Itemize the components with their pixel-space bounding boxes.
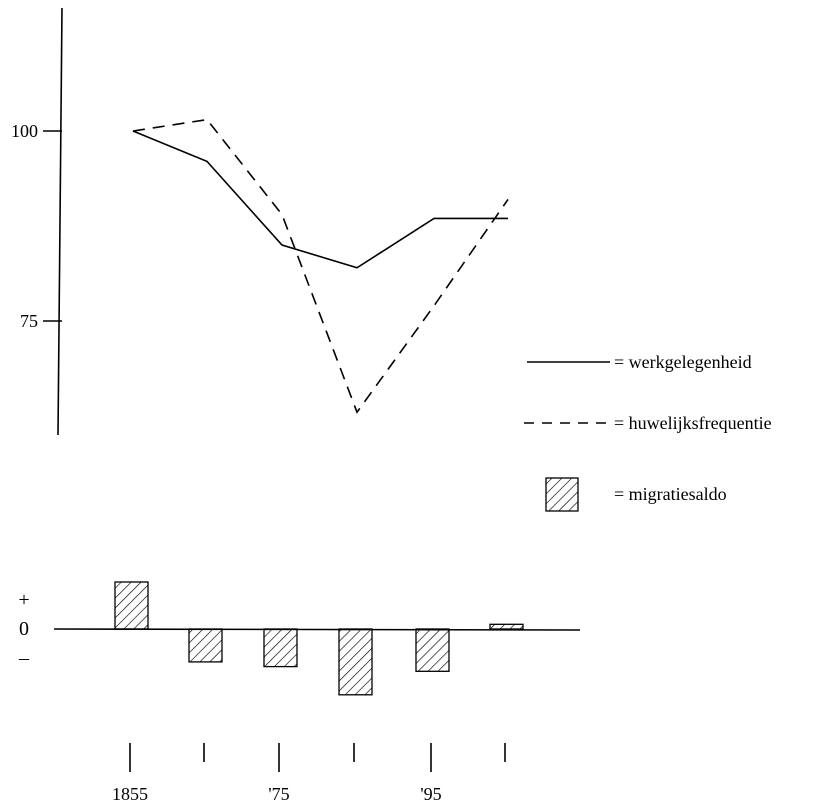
legend-label-migratiesaldo: = migratiesaldo [614,484,727,504]
bar-y-label-1: 0 [19,618,29,640]
bar-y-label-0: + [18,589,29,611]
y-tick-label-0: 100 [11,121,38,141]
legend-label-werkgelegenheid: = werkgelegenheid [614,352,752,372]
bar-y-label-2: – [18,647,30,669]
legend-item-werkgelegenheid: = werkgelegenheid [527,352,752,372]
bar-y-labels: +0 – [18,589,30,669]
x-ticks: 1855 '75 '95 [112,743,506,804]
legend-label-huwelijksfrequentie: = huwelijksfrequentie [614,413,772,433]
zero-baseline [53,628,581,631]
y-ticks: 100 75 [11,121,62,331]
bars [114,581,524,696]
y-axis [57,7,63,436]
x-tick-label-2: '75 [268,784,289,804]
series-lines [132,118,509,414]
y-tick-label-1: 75 [20,311,38,331]
legend: = werkgelegenheid = huwelijksfrequentie … [524,352,772,512]
bar-chart: +0 – 1855 '75 '95 [18,581,581,804]
bar-1855 [114,581,149,630]
line-chart: 100 75 [11,7,509,436]
bar-1905 [489,623,524,630]
x-tick-label-0: 1855 [112,784,148,804]
bar-1865 [188,628,223,663]
legend-swatch-hatched [545,477,579,512]
bar-1895 [415,628,450,672]
series-line-huwelijksfrequentie [132,118,509,414]
legend-item-migratiesaldo: = migratiesaldo [545,477,727,512]
bar-1875 [263,628,298,668]
x-tick-label-4: '95 [420,784,441,804]
bar-1885 [338,628,373,696]
legend-item-huwelijksfrequentie: = huwelijksfrequentie [524,413,772,433]
series-line-werkgelegenheid [132,130,508,269]
